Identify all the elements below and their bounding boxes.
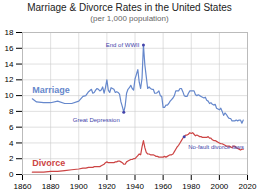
svg-text:1920: 1920	[98, 182, 116, 190]
svg-text:8: 8	[9, 107, 14, 116]
svg-text:10: 10	[5, 91, 14, 100]
svg-text:1860: 1860	[14, 182, 32, 190]
svg-text:Great Depression: Great Depression	[73, 117, 120, 123]
svg-text:6: 6	[9, 123, 14, 132]
svg-text:End of WWII: End of WWII	[106, 42, 140, 48]
svg-text:12: 12	[5, 75, 14, 84]
svg-text:Divorce: Divorce	[32, 158, 65, 168]
html-text:Marriage & Divorce Rates in th: Marriage & Divorce Rates in the United S…	[27, 2, 232, 13]
svg-text:2020: 2020	[239, 182, 257, 190]
svg-text:No-fault divorce laws: No-fault divorce laws	[188, 144, 244, 150]
svg-text:18: 18	[5, 28, 14, 37]
svg-text:1900: 1900	[70, 182, 88, 190]
svg-text:4: 4	[9, 139, 14, 148]
svg-text:2: 2	[9, 154, 14, 163]
svg-text:14: 14	[5, 60, 14, 69]
svg-text:1980: 1980	[182, 182, 200, 190]
html-text:(per 1,000 population): (per 1,000 population)	[90, 14, 169, 23]
svg-text:1880: 1880	[42, 182, 60, 190]
svg-text:1960: 1960	[154, 182, 172, 190]
svg-text:16: 16	[5, 44, 14, 53]
svg-text:Marriage: Marriage	[32, 85, 70, 95]
svg-text:2000: 2000	[210, 182, 228, 190]
svg-text:1940: 1940	[126, 182, 144, 190]
svg-text:0: 0	[9, 170, 14, 179]
